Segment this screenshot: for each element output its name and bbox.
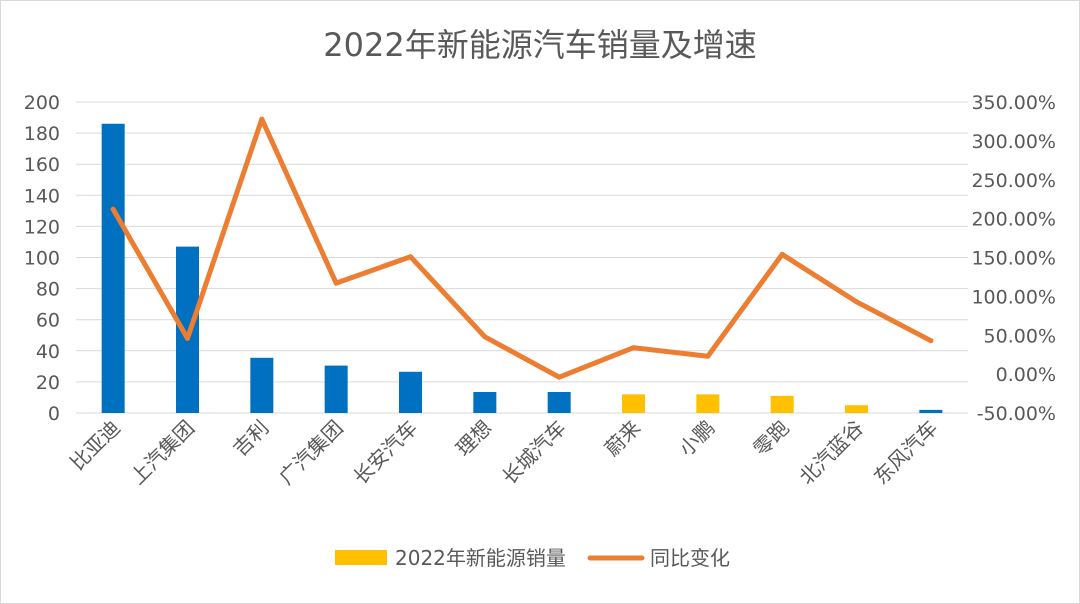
y-right-tick-label: 0.00% bbox=[996, 364, 1056, 386]
line-point bbox=[556, 374, 562, 380]
line-point bbox=[408, 254, 413, 260]
bar bbox=[250, 357, 274, 413]
x-category-label: 吉利 bbox=[228, 416, 273, 461]
bar bbox=[919, 409, 943, 413]
y-left-tick-label: 140 bbox=[24, 185, 60, 207]
x-category-label: 蔚来 bbox=[600, 416, 645, 461]
line-point bbox=[110, 206, 116, 212]
y-right-tick-label: 350.00% bbox=[971, 92, 1056, 114]
line-point bbox=[854, 299, 859, 305]
line-point bbox=[705, 353, 711, 359]
line-point bbox=[333, 280, 339, 286]
line-point bbox=[259, 116, 265, 122]
y-right-tick-label: 200.00% bbox=[971, 209, 1056, 231]
bar bbox=[547, 392, 571, 413]
y-left-tick-label: 100 bbox=[24, 248, 60, 270]
bar bbox=[622, 394, 645, 413]
y-left-tick-label: 0 bbox=[48, 403, 60, 425]
y-left-tick-label: 160 bbox=[24, 154, 60, 176]
x-category-label: 东风汽车 bbox=[869, 416, 943, 490]
chart-title: 2022年新能源汽车销量及增速 bbox=[323, 26, 756, 64]
legend: 2022年新能源销量 同比变化 bbox=[335, 546, 730, 570]
y-left-tick-label: 120 bbox=[24, 216, 60, 238]
legend-label-sales: 2022年新能源销量 bbox=[395, 546, 566, 570]
line-point bbox=[631, 345, 636, 351]
x-axis-categories: 比亚迪 上汽集团 吉利 广汽集团 长安汽车 理想 长城汽车 蔚来 小鹏 零跑 北汽蓝谷 东风汽车 bbox=[65, 416, 942, 490]
bar bbox=[473, 392, 497, 413]
bar bbox=[770, 395, 794, 413]
bar-series bbox=[101, 123, 943, 414]
x-category-label: 比亚迪 bbox=[65, 416, 124, 475]
bar bbox=[845, 405, 868, 413]
y-left-tick-label: 40 bbox=[36, 341, 60, 363]
x-category-label: 理想 bbox=[451, 416, 496, 461]
x-category-label: 小鹏 bbox=[674, 416, 719, 461]
y-right-tick-label: 100.00% bbox=[971, 286, 1056, 308]
x-category-label: 零跑 bbox=[748, 416, 793, 461]
y-left-tick-label: 200 bbox=[24, 92, 60, 114]
legend-label-growth: 同比变化 bbox=[650, 546, 730, 570]
y-axis-right: -50.00% 0.00% 50.00% 100.00% 150.00% 200.00% 2… bbox=[971, 92, 1056, 425]
x-category-label: 长安汽车 bbox=[348, 416, 422, 490]
line-series bbox=[110, 116, 934, 380]
y-left-tick-label: 180 bbox=[24, 123, 60, 145]
bar bbox=[696, 394, 720, 413]
x-category-label: 广汽集团 bbox=[274, 416, 348, 490]
line-point bbox=[482, 334, 488, 340]
y-left-tick-label: 60 bbox=[36, 310, 60, 332]
series-line-growth bbox=[110, 116, 934, 380]
bar bbox=[324, 365, 348, 413]
line-point bbox=[928, 338, 934, 344]
y-left-tick-label: 20 bbox=[36, 372, 60, 394]
x-category-label: 北汽蓝谷 bbox=[794, 416, 868, 490]
y-right-tick-label: 150.00% bbox=[971, 248, 1056, 270]
line-point bbox=[185, 335, 190, 341]
y-left-tick-label: 80 bbox=[36, 279, 60, 301]
y-axis-left: 0 20 40 60 80 100 120 140 160 180 200 bbox=[24, 92, 60, 425]
x-category-label: 上汽集团 bbox=[125, 416, 199, 490]
x-category-label: 长城汽车 bbox=[497, 416, 571, 490]
gridlines bbox=[76, 101, 968, 414]
y-right-tick-label: 250.00% bbox=[971, 170, 1056, 192]
legend-swatch-sales bbox=[335, 550, 387, 565]
bar bbox=[399, 371, 422, 413]
y-right-tick-label: -50.00% bbox=[977, 403, 1056, 425]
line-point bbox=[779, 251, 785, 257]
y-right-tick-label: 300.00% bbox=[971, 131, 1056, 153]
bar bbox=[176, 246, 199, 413]
bar bbox=[101, 123, 125, 414]
y-right-tick-label: 50.00% bbox=[984, 325, 1056, 347]
